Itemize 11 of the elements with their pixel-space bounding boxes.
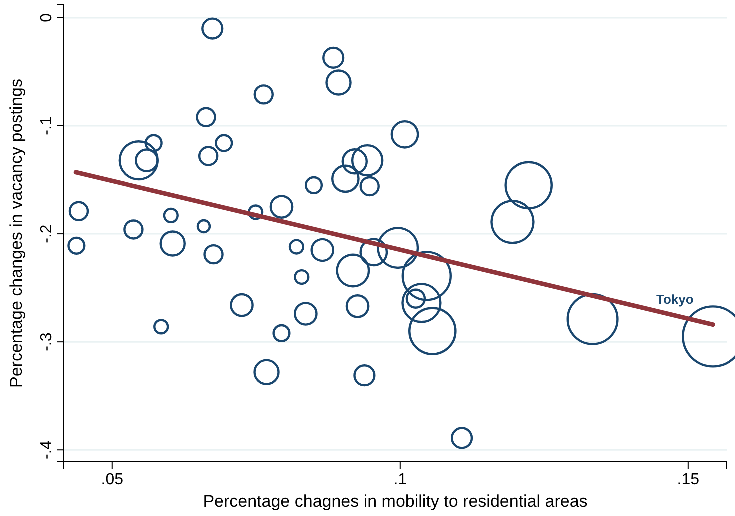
x-tick-label: .15: [677, 471, 700, 488]
annotation: Tokyo: [656, 292, 694, 308]
y-tick-label: -.4: [38, 440, 56, 460]
y-tick-label: -.1: [38, 116, 56, 136]
y-tick-label: -.2: [38, 224, 56, 244]
y-tick-label: 0: [38, 13, 56, 22]
y-tick-label: -.3: [38, 332, 56, 352]
y-axis-title: Percentage changes in vacancy postings: [7, 78, 26, 388]
x-tick-label: .1: [394, 471, 408, 488]
x-axis-title: Percentage chagnes in mobility to residential areas: [203, 492, 588, 511]
x-tick-label: .05: [101, 471, 124, 488]
